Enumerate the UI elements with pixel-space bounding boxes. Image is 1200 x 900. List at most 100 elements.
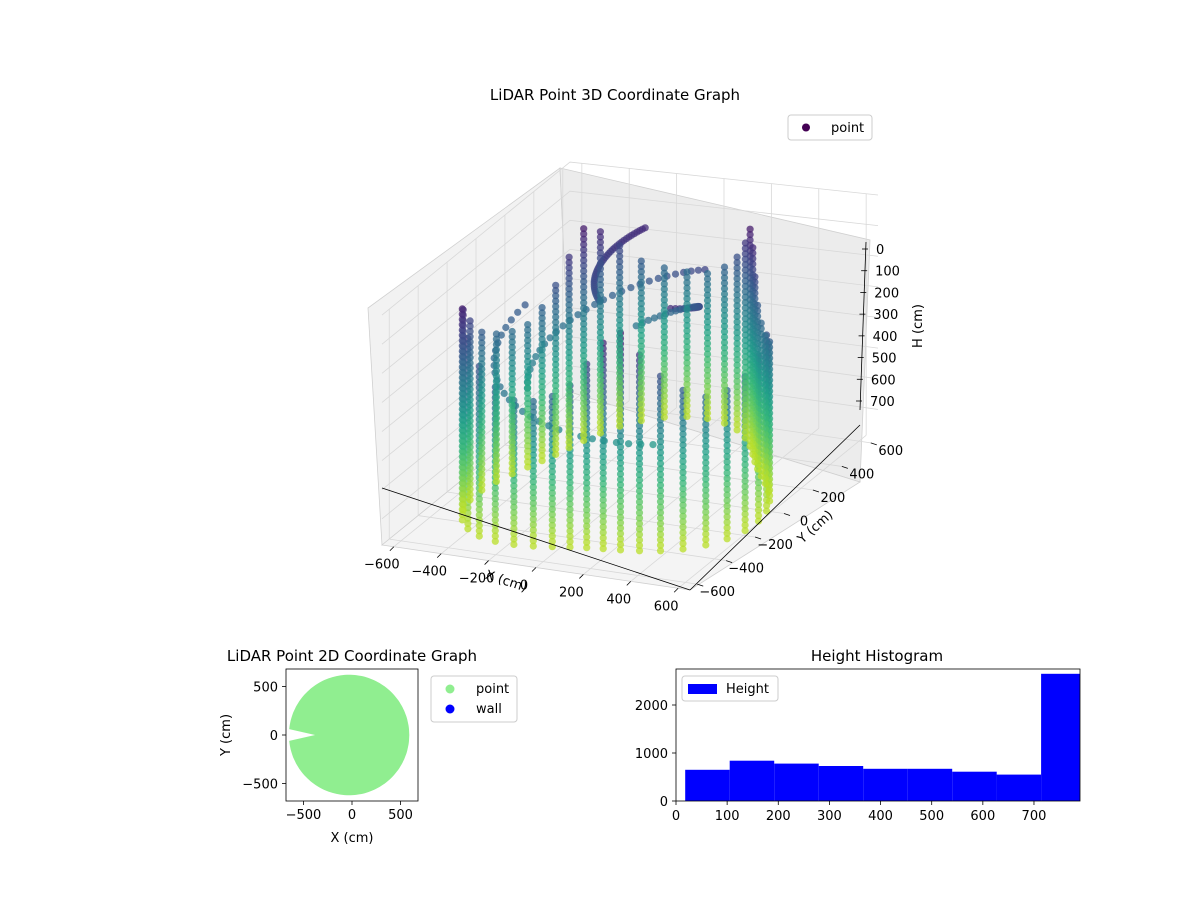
3d-data-point — [478, 360, 486, 368]
3d-data-point — [580, 357, 588, 365]
3d-data-point — [656, 536, 665, 544]
3d-data-point — [524, 452, 532, 461]
3d-y-tick — [783, 513, 791, 516]
3d-data-point — [683, 348, 691, 356]
3d-data-point — [703, 302, 712, 310]
3d-data-point — [702, 508, 710, 516]
3d-data-point — [466, 469, 474, 478]
3d-data-point — [741, 358, 750, 366]
3d-data-point — [566, 538, 574, 546]
3d-y-tick-label: −600 — [699, 585, 735, 600]
3d-data-point — [492, 351, 500, 359]
3d-data-point — [478, 444, 486, 452]
2d-legend: point wall — [430, 675, 518, 723]
3d-data-point — [508, 454, 516, 462]
3d-data-point — [599, 453, 607, 461]
3d-data-point — [741, 466, 749, 474]
histogram-x-tick-label: 300 — [817, 809, 842, 824]
3d-data-point — [723, 447, 731, 455]
3d-data-point — [741, 250, 750, 258]
3d-data-point — [683, 316, 691, 324]
3d-data-point — [635, 503, 644, 511]
3d-data-point — [616, 401, 624, 409]
3d-x-tick — [436, 553, 442, 558]
3d-data-point — [492, 383, 500, 391]
3d-data-point — [565, 359, 573, 367]
3d-data-point — [478, 428, 486, 436]
3d-data-point — [478, 465, 486, 473]
3d-data-point — [478, 486, 486, 494]
3d-data-point — [583, 533, 591, 541]
3d-data-point — [466, 454, 474, 462]
3d-data-point — [538, 399, 546, 407]
3d-data-point — [733, 426, 741, 434]
3d-data-point — [566, 473, 574, 481]
3d-data-point — [466, 348, 474, 356]
3d-data-point — [723, 474, 731, 482]
3d-data-point — [596, 429, 605, 437]
histogram-bar — [996, 774, 1042, 801]
3d-data-point — [751, 458, 759, 466]
3d-z-tick-label: 0 — [876, 243, 884, 258]
3d-data-point — [683, 375, 691, 383]
3d-data-point — [637, 257, 645, 265]
3d-data-point — [464, 514, 472, 522]
3d-data-point — [492, 446, 500, 454]
3d-data-point — [616, 513, 625, 522]
3d-data-point — [510, 498, 518, 506]
2d-x-tick-label: 500 — [388, 808, 413, 823]
3d-data-point — [583, 544, 591, 552]
3d-data-point — [552, 286, 560, 295]
3d-data-point — [508, 417, 516, 425]
3d-data-point — [529, 456, 537, 464]
histogram-bar — [952, 771, 997, 801]
3d-data-point — [492, 462, 500, 470]
3d-data-point — [637, 342, 645, 350]
3d-data-point — [552, 403, 560, 411]
3d-data-point — [656, 465, 665, 473]
3d-data-point — [548, 462, 556, 470]
3d-data-point — [741, 309, 750, 317]
3d-data-point — [492, 362, 500, 370]
3d-data-point — [475, 495, 483, 503]
3d-data-point — [475, 532, 483, 540]
3d-data-point — [538, 362, 546, 370]
3d-data-point — [733, 264, 741, 272]
3d-data-point — [656, 470, 665, 478]
3d-data-point — [720, 387, 729, 395]
3d-data-point — [596, 228, 605, 236]
3d-data-point — [492, 393, 500, 401]
3d-data-point — [703, 414, 712, 423]
2d-legend-label-point: point — [476, 682, 509, 697]
3d-data-point — [596, 413, 605, 421]
3d-data-point — [720, 263, 729, 271]
3d-data-point — [524, 421, 532, 429]
3d-data-point — [524, 347, 532, 355]
3d-data-point — [733, 415, 741, 423]
3d-data-point — [464, 525, 472, 533]
3d-data-point — [459, 364, 467, 372]
3d-data-point — [635, 541, 644, 550]
3d-z-axis-label: H (cm) — [911, 304, 926, 348]
histogram-y-tick-label: 0 — [660, 795, 668, 810]
3d-data-point — [616, 492, 625, 500]
3d-data-point — [702, 470, 710, 478]
3d-data-point — [635, 433, 644, 441]
3d-data-point — [552, 408, 560, 416]
3d-data-point — [458, 516, 466, 524]
3d-data-point — [596, 233, 605, 241]
3d-data-point — [466, 480, 474, 488]
3d-data-point — [656, 459, 665, 468]
3d-data-point — [596, 397, 605, 405]
3d-data-point — [644, 316, 653, 324]
3d-data-point — [566, 452, 574, 460]
3d-data-point — [459, 416, 467, 424]
3d-data-point — [529, 494, 537, 502]
3d-data-point — [637, 369, 645, 377]
3d-data-point — [616, 385, 624, 393]
3d-data-point — [478, 339, 486, 347]
3d-data-point — [565, 375, 573, 383]
3d-data-point — [583, 506, 591, 514]
3d-data-point — [616, 459, 625, 467]
3d-data-point — [529, 467, 537, 475]
